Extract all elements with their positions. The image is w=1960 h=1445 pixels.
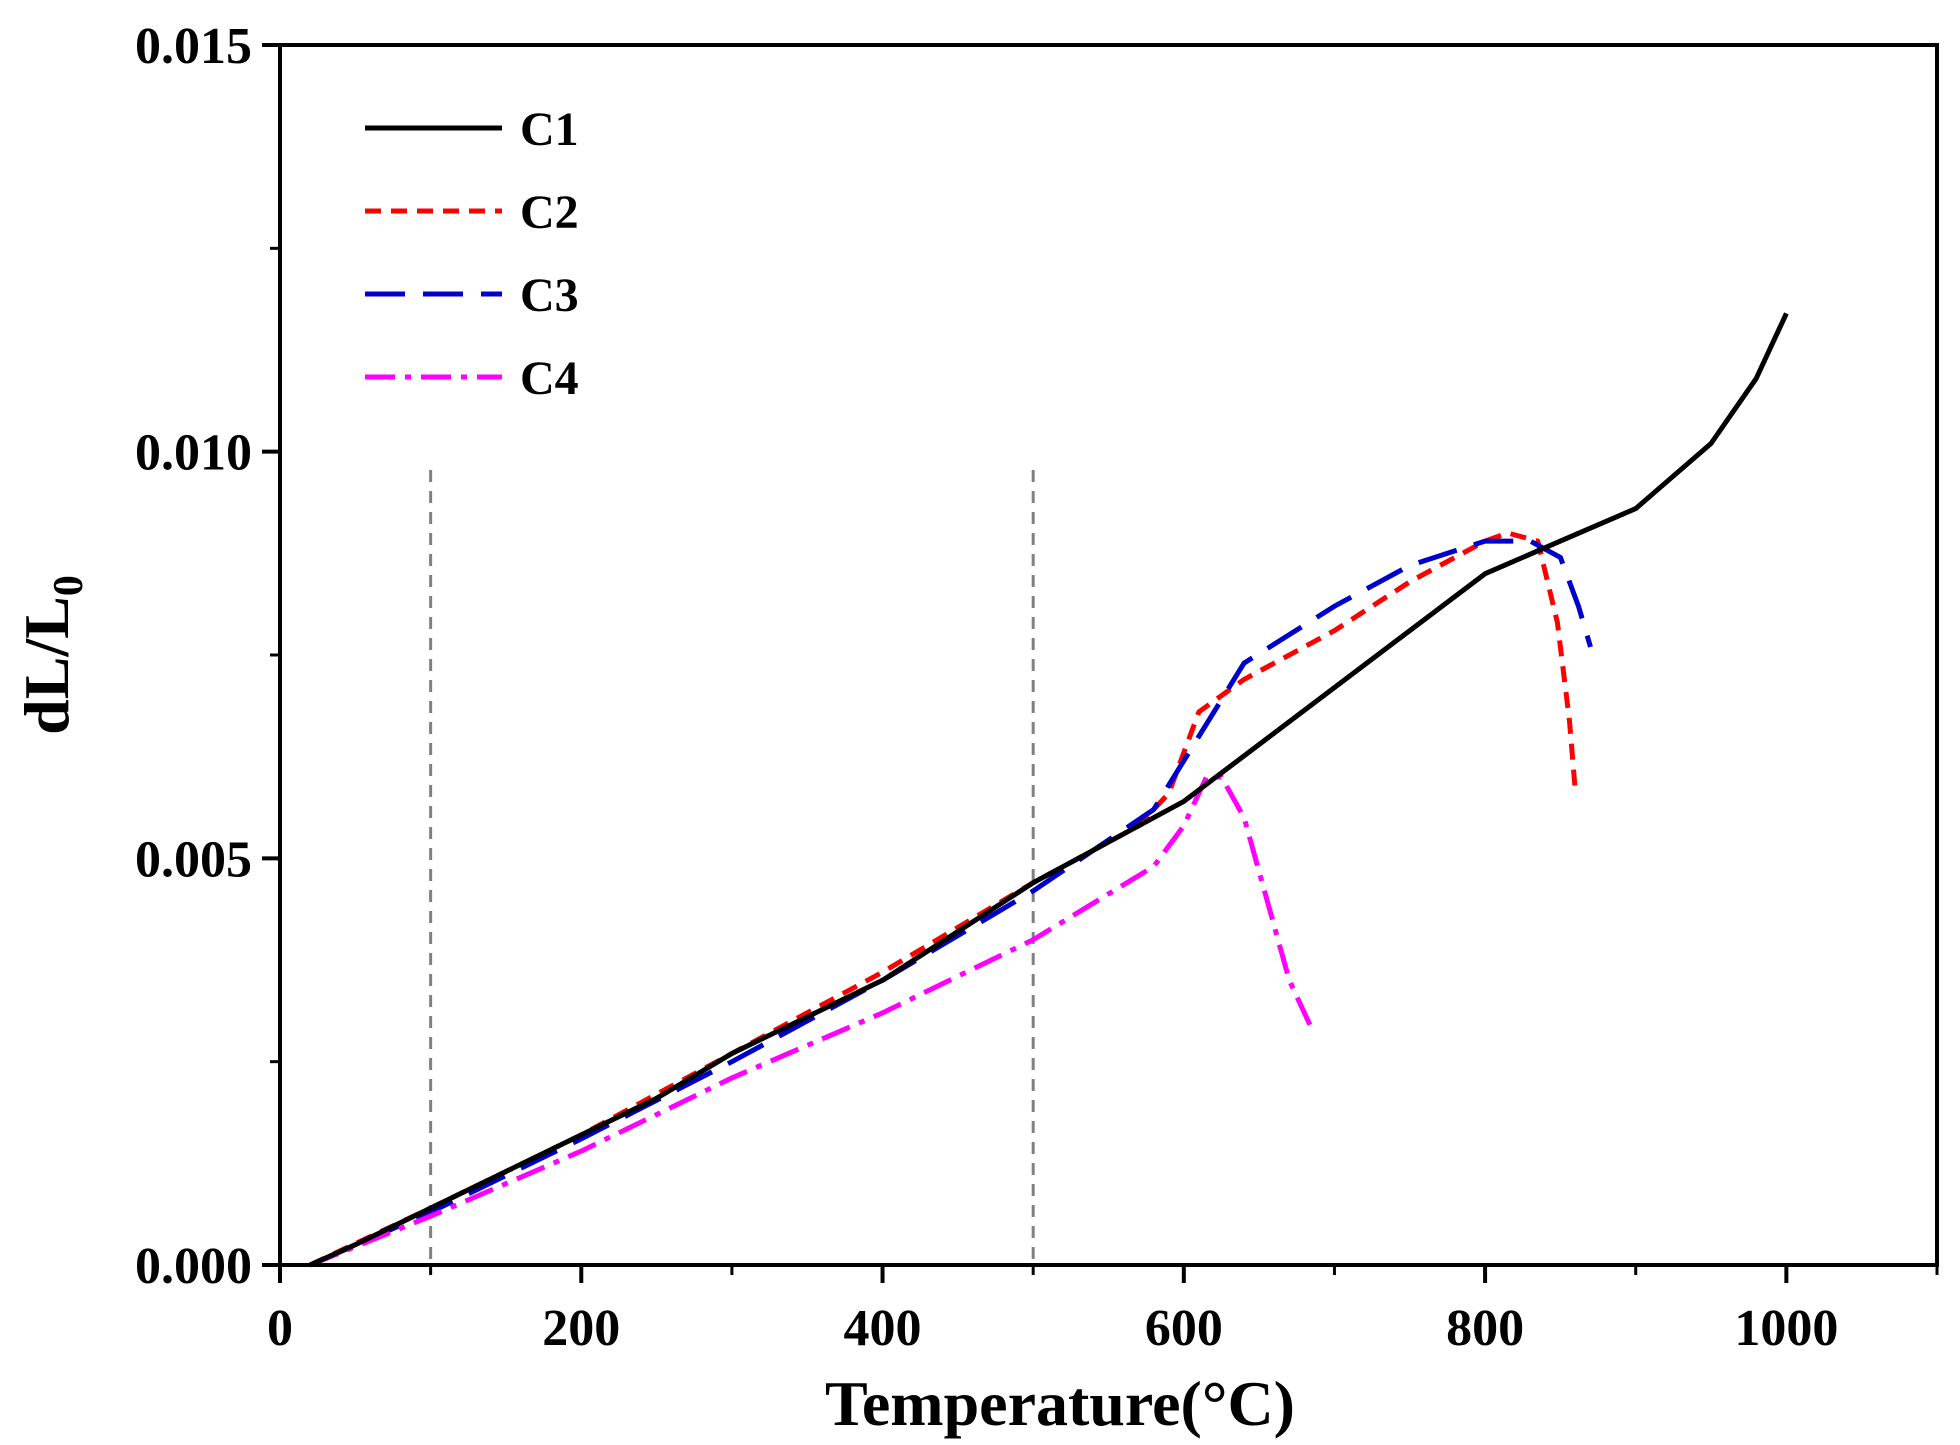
y-tick-label: 0.010 xyxy=(135,425,252,482)
x-axis-title: Temperature(°C) xyxy=(825,1368,1295,1439)
series-line-c4 xyxy=(309,774,1315,1268)
y-axis-title-main: dL/L xyxy=(11,596,82,735)
x-tick-label: 400 xyxy=(844,1300,922,1357)
legend-label-c4: C4 xyxy=(520,352,579,405)
series-line-c2 xyxy=(309,530,1578,1268)
x-tick-label: 800 xyxy=(1446,1300,1524,1357)
y-axis-title-subscript: 0 xyxy=(46,575,92,596)
x-tick-label: 0 xyxy=(267,1300,293,1357)
y-tick-label: 0.015 xyxy=(135,18,252,75)
series-line-c1 xyxy=(309,312,1789,1268)
y-tick-label: 0.005 xyxy=(135,831,252,888)
x-tick-label: 1000 xyxy=(1734,1300,1838,1357)
reference-lines xyxy=(429,470,1035,1265)
y-axis-title: dL/L0 xyxy=(11,575,92,735)
legend: C1 C2 C3 C4 xyxy=(365,103,579,405)
legend-label-c1: C1 xyxy=(520,103,579,156)
x-tick-label: 200 xyxy=(542,1300,620,1357)
legend-label-c3: C3 xyxy=(520,269,579,322)
legend-label-c2: C2 xyxy=(520,186,579,239)
axis-ticks: 0 200 400 600 800 1000 0.000 0.005 0.010 0.015 xyxy=(135,18,1939,1357)
y-tick-label: 0.000 xyxy=(135,1238,252,1295)
series-line-c3 xyxy=(309,538,1593,1268)
x-tick-label: 600 xyxy=(1145,1300,1223,1357)
series-lines xyxy=(309,312,1789,1268)
